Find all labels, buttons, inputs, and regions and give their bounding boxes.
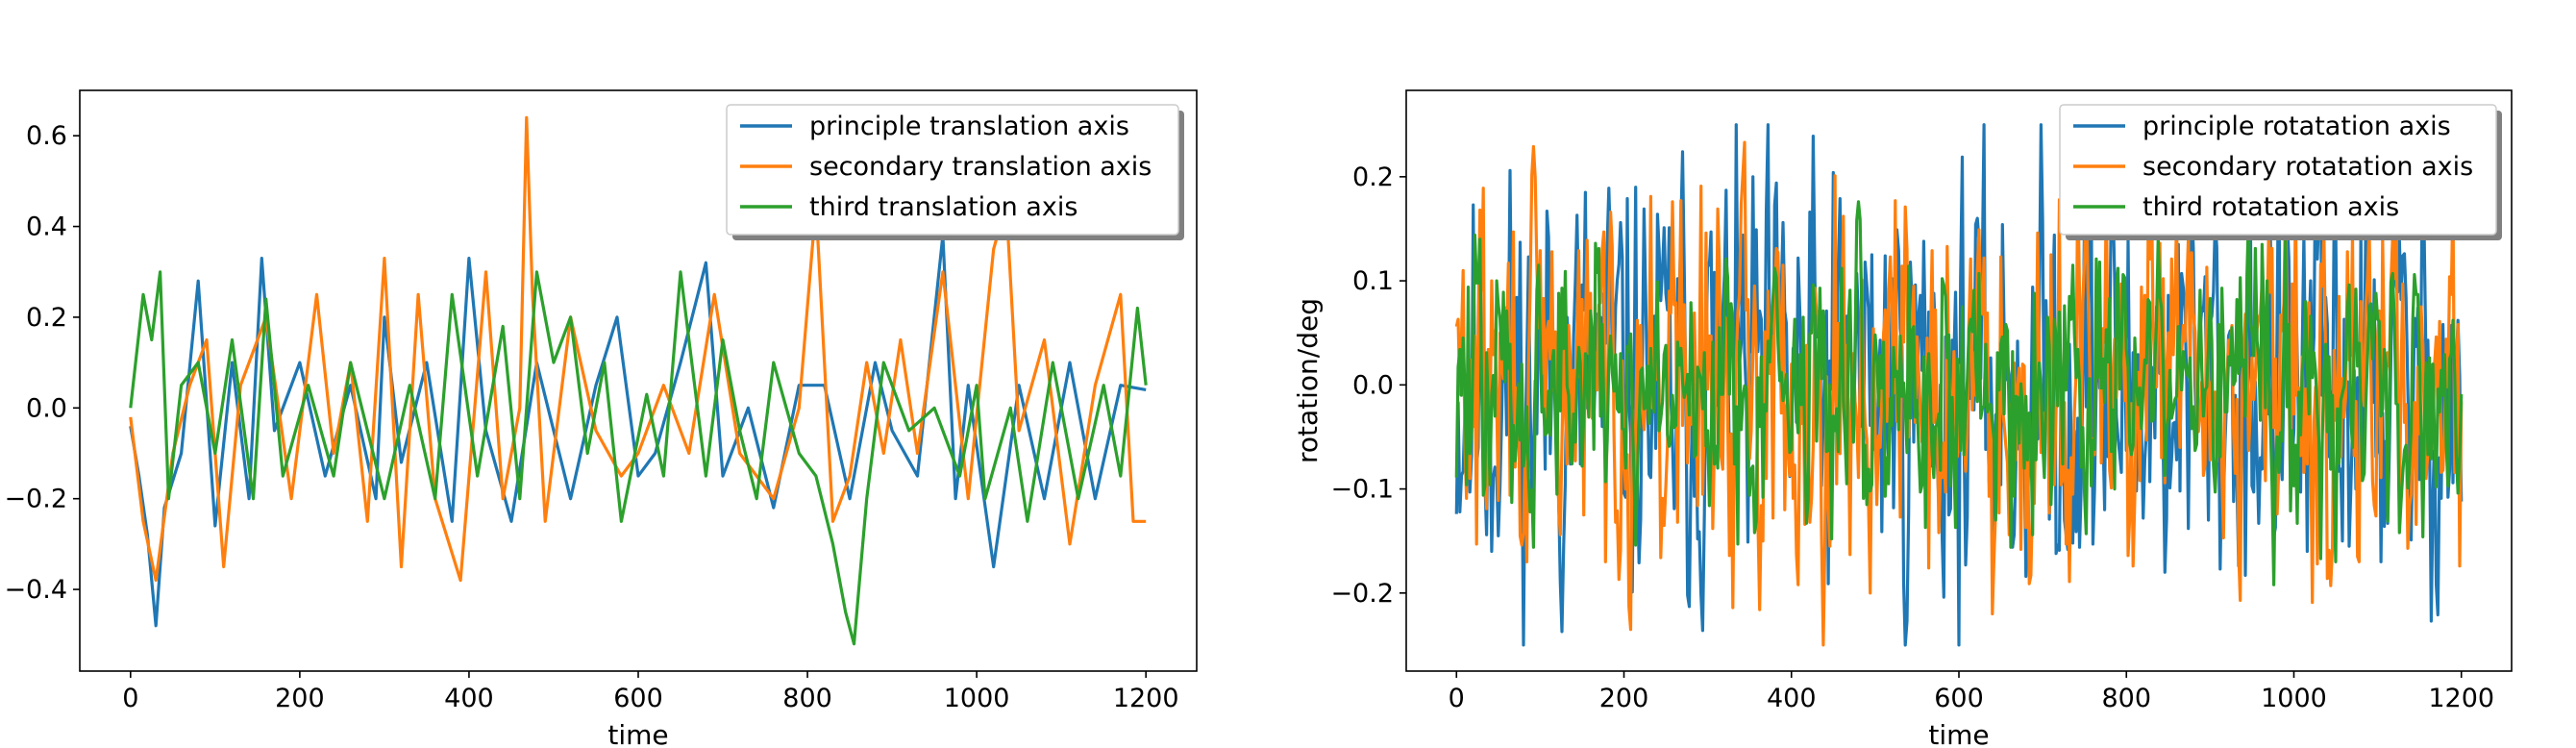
- x-tick-label: 800: [782, 684, 832, 713]
- y-tick-label: 0.4: [26, 212, 67, 242]
- x-tick-label: 1000: [944, 684, 1010, 713]
- y-tick-label: −0.2: [1330, 579, 1394, 609]
- y-tick-label: 0.2: [1352, 162, 1394, 192]
- legend-label-principle-translation: principle translation axis: [809, 112, 1129, 141]
- rotation-x-axis-label: time: [1928, 719, 1989, 748]
- x-tick-label: 600: [1934, 684, 1984, 713]
- series-line-2: [129, 115, 1147, 583]
- x-tick-label: 600: [613, 684, 663, 713]
- translation-x-axis-label: time: [607, 719, 668, 748]
- y-tick-label: 0.1: [1352, 266, 1394, 296]
- y-tick-label: −0.1: [1330, 475, 1394, 505]
- rotation-legend-box: [2059, 104, 2497, 236]
- x-tick-label: 800: [2101, 684, 2151, 713]
- x-tick-label: 0: [122, 684, 138, 713]
- y-tick-label: 0.0: [1352, 370, 1394, 400]
- x-tick-label: 0: [1449, 684, 1465, 713]
- translation-chart: 0 200 400 600 800 1000 1200 −0.4 −0.2 0.0 0.2 0.4 0.…: [4, 89, 1198, 748]
- x-tick-label: 1000: [2261, 684, 2327, 713]
- translation-plot-lines: [129, 115, 1148, 646]
- legend-label-principle-rotation: principle rotatation axis: [2143, 112, 2451, 141]
- x-tick-label: 200: [1599, 684, 1649, 713]
- translation-legend: principle translation axis secondary tra…: [726, 104, 1184, 240]
- series-line-1: [1454, 123, 2464, 647]
- x-tick-label: 1200: [2428, 684, 2494, 713]
- series-line-3: [1454, 200, 2464, 586]
- legend-label-third-rotation: third rotatation axis: [2143, 192, 2399, 222]
- legend-label-secondary-translation: secondary translation axis: [809, 152, 1152, 182]
- legend-label-secondary-rotation: secondary rotatation axis: [2143, 152, 2473, 182]
- x-tick-label: 400: [444, 684, 494, 713]
- series-line-3: [129, 270, 1148, 646]
- rotation-y-axis-label: rotation/deg: [1292, 298, 1324, 463]
- translation-legend-box: [726, 104, 1179, 236]
- x-tick-label: 400: [1767, 684, 1817, 713]
- legend-label-third-translation: third translation axis: [809, 192, 1077, 222]
- rotation-chart: 0 200 400 600 800 1000 1200 −0.2 −0.1 0.0 0.1 0.2 t…: [1292, 89, 2513, 748]
- x-tick-label: 200: [275, 684, 325, 713]
- rotation-ticks: 0 200 400 600 800 1000 1200 −0.2 −0.1 0.0 0.1 0.2: [1330, 162, 2494, 713]
- y-tick-label: 0.2: [26, 303, 67, 333]
- rotation-plot-lines: [1454, 123, 2464, 647]
- x-tick-label: 1200: [1113, 684, 1179, 713]
- translation-ticks: 0 200 400 600 800 1000 1200 −0.4 −0.2 0.0 0.2 0.4 0.…: [4, 121, 1178, 713]
- y-tick-label: −0.4: [4, 575, 67, 605]
- y-tick-label: 0.0: [26, 393, 67, 423]
- y-tick-label: −0.2: [4, 485, 67, 514]
- rotation-legend: principle rotatation axis secondary rota…: [2059, 104, 2502, 240]
- y-tick-label: 0.6: [26, 121, 67, 151]
